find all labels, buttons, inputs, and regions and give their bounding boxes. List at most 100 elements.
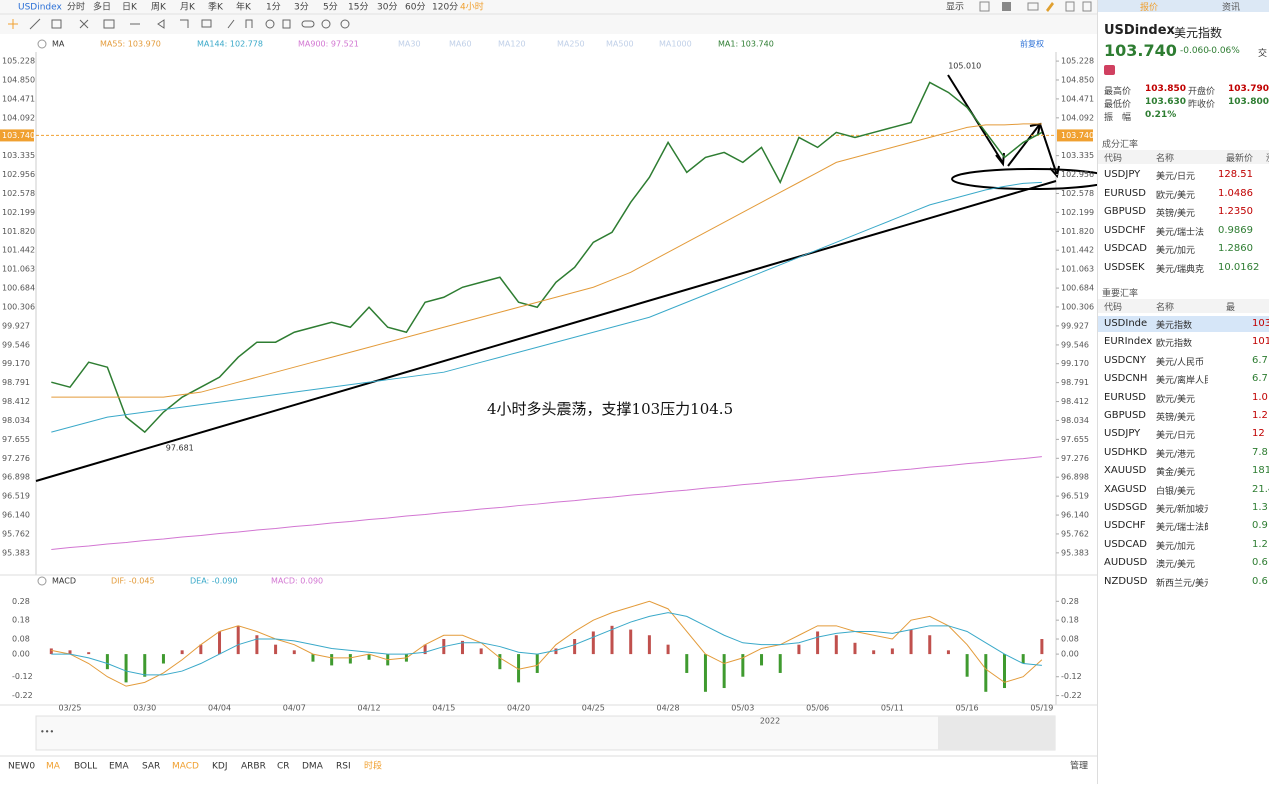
row-value: 0.6 <box>1252 557 1268 569</box>
macd-bar <box>834 635 838 655</box>
timeframe-tab[interactable]: 4小时 <box>460 1 484 13</box>
timeframe-tab[interactable]: 季K <box>208 1 224 13</box>
chart-area: ••• USDindex 分时 多日 日K 周K 月K 季K 年K 1分 3分 5分 15分 30分 60… <box>0 0 1113 772</box>
indicator-tab[interactable]: MA <box>46 762 61 772</box>
header-bg <box>1098 299 1269 313</box>
row-code[interactable]: XAGUSD <box>1104 483 1147 495</box>
row-code[interactable]: USDCNY <box>1104 354 1146 366</box>
panel-tab[interactable]: 资讯 <box>1222 3 1241 13</box>
y-tick-label: 95.383 <box>1061 548 1089 557</box>
row-code[interactable]: GBPUSD <box>1104 206 1147 218</box>
right-icons <box>979 1 1092 12</box>
panel-tab[interactable]: 报价 <box>1140 3 1159 13</box>
y-tick-label: 0.18 <box>12 616 30 625</box>
timeframe-tab[interactable]: 30分 <box>377 2 397 13</box>
settings-icon[interactable] <box>37 39 47 49</box>
row-code[interactable]: USDCAD <box>1104 538 1147 550</box>
row-value: 10.0162 <box>1218 262 1260 273</box>
row-code[interactable]: EURUSD <box>1104 187 1146 199</box>
y-tick-label: 98.791 <box>2 378 30 387</box>
y-tick-label: 99.927 <box>2 321 30 330</box>
row-code[interactable]: USDCAD <box>1104 243 1147 255</box>
macd-bar <box>161 654 165 664</box>
row-code[interactable]: USDJPY <box>1104 169 1141 180</box>
row-code[interactable]: GBPUSD <box>1104 410 1147 421</box>
indicator-tab[interactable]: RSI <box>336 762 351 772</box>
legend-inactive: MA500 <box>606 40 634 49</box>
macd-bar <box>255 635 259 655</box>
timeframe-tab[interactable]: 日K <box>122 2 138 13</box>
manage[interactable]: 管理 <box>1070 760 1088 772</box>
timeframe-tab[interactable]: 年K <box>236 1 252 13</box>
row-code[interactable]: AUDUSD <box>1104 557 1148 569</box>
y-tick-label: 96.519 <box>1061 492 1089 501</box>
row-name: 美元/加元 <box>1156 246 1196 257</box>
quote-change: -0.060 <box>1180 46 1210 56</box>
indicator-tab[interactable]: SAR <box>142 762 160 772</box>
arrow-line <box>1007 123 1041 167</box>
timeframe-tab[interactable]: 周K <box>151 2 167 13</box>
macd-bar <box>703 654 707 692</box>
adjust-mode[interactable]: 前复权 <box>1020 39 1044 49</box>
indicator-tab[interactable]: KDJ <box>212 762 228 772</box>
row-code[interactable]: USDJPY <box>1104 428 1141 440</box>
macd-bar <box>330 654 334 666</box>
settings-icon[interactable] <box>37 576 47 586</box>
macd-bar <box>199 644 203 655</box>
y-tick-label: 104.850 <box>2 75 35 84</box>
row-code[interactable]: USDCNH <box>1104 373 1148 385</box>
macd-bar <box>984 654 988 692</box>
row-code[interactable]: NZDUSD <box>1104 575 1148 587</box>
row-code[interactable]: USDHKD <box>1104 446 1148 458</box>
display-menu[interactable]: 显示 <box>946 2 964 13</box>
timeframe-tab[interactable]: 分时 <box>67 1 85 13</box>
row-name: 新西兰元/美元 <box>1156 578 1208 589</box>
row-value: 0.9 <box>1252 520 1268 532</box>
macd-bar <box>367 654 371 660</box>
macd-bar <box>722 654 726 689</box>
row-code[interactable]: USDSGD <box>1104 502 1148 513</box>
x-tick-label: 04/25 <box>582 704 605 713</box>
row-value: 12 <box>1252 428 1265 440</box>
timeframe-tab[interactable]: 15分 <box>348 2 368 13</box>
timeframe-tab[interactable]: 5分 <box>323 2 338 13</box>
indicator-tab[interactable]: BOLL <box>74 762 97 772</box>
timeframe-tab[interactable]: 120分 <box>432 2 458 13</box>
timeframe-tab[interactable]: 1分 <box>266 2 281 13</box>
y-tick-label: 96.898 <box>1061 473 1089 482</box>
timeframe-tab[interactable]: 60分 <box>405 2 425 13</box>
timeframe-tab[interactable]: 月K <box>180 2 196 13</box>
macd-bar <box>87 652 91 655</box>
row-code[interactable]: XAUUSD <box>1104 465 1147 477</box>
x-tick-label: 04/07 <box>283 704 306 713</box>
indicator-tab[interactable]: 时段 <box>364 760 382 772</box>
indicator-tab[interactable]: MACD <box>172 762 199 772</box>
y-tick-label: -0.12 <box>1061 672 1082 681</box>
timeframe-tab[interactable]: 3分 <box>294 2 309 13</box>
symbol: USDindex <box>18 3 63 13</box>
indicator-tab[interactable]: NEW0 <box>8 762 35 772</box>
row-code[interactable]: EURUSD <box>1104 391 1146 403</box>
stat: 振 幅 <box>1104 113 1132 123</box>
indicator-tab[interactable]: EMA <box>109 762 129 772</box>
macd-bar <box>573 639 577 655</box>
indicator-tab[interactable]: DMA <box>302 762 324 772</box>
macd-bar <box>685 654 689 673</box>
row-code[interactable]: USDSEK <box>1104 262 1145 273</box>
row-code[interactable]: USDInde <box>1104 318 1148 329</box>
series-line <box>51 123 1042 398</box>
y-tick-label: 102.578 <box>1061 189 1094 198</box>
macd-bar <box>423 644 427 655</box>
table-header: 涨 <box>1266 151 1269 164</box>
row-code[interactable]: USDCHF <box>1104 224 1146 236</box>
series-line <box>51 456 1042 551</box>
row-code[interactable]: EURIndex <box>1104 336 1152 348</box>
tool-icons <box>8 18 350 30</box>
timeframe-tab[interactable]: 多日 <box>93 1 111 13</box>
navigator[interactable] <box>35 715 1056 751</box>
row-code[interactable]: USDCHF <box>1104 520 1146 532</box>
indicator-tab[interactable]: ARBR <box>241 762 266 772</box>
navigator-window[interactable] <box>938 716 1055 750</box>
indicator-tab[interactable]: CR <box>277 762 290 772</box>
x-tick-label: 03/25 <box>58 704 81 713</box>
